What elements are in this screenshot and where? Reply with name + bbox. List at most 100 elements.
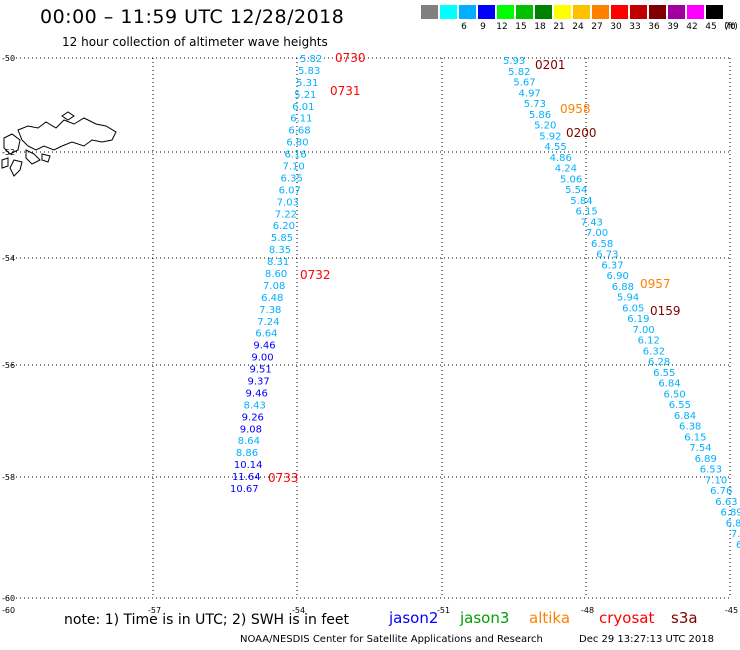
wave-height-value: 10.67: [230, 484, 259, 495]
wave-height-value: 5.85: [271, 233, 293, 244]
wave-height-value: 6.92: [736, 540, 740, 551]
color-swatch: [687, 5, 704, 19]
wave-height-value: 6.89: [720, 508, 740, 519]
color-swatch: [668, 5, 685, 19]
satellite-name: s3a: [671, 609, 698, 627]
pass-time-label: 0159: [650, 304, 681, 318]
color-scale-label: 24: [572, 22, 584, 32]
wave-height-value: 5.54: [565, 185, 587, 196]
wave-height-value: 6.12: [638, 336, 660, 347]
color-scale-label: 6: [461, 22, 467, 32]
color-swatch: [611, 5, 628, 19]
wave-height-value: 6.28: [648, 357, 670, 368]
wave-height-value: 7.08: [263, 281, 285, 292]
wave-height-value: 6.35: [281, 173, 303, 184]
wave-height-value: 7.22: [275, 209, 297, 220]
wave-height-value: 9.46: [253, 341, 275, 352]
corner-longitude-label: -60: [2, 606, 15, 615]
color-scale-label: 36: [648, 22, 660, 32]
wave-height-value: 6.20: [273, 221, 295, 232]
wave-height-value: 6.80: [286, 138, 308, 149]
wave-height-value: 5.83: [298, 66, 320, 77]
color-swatch: [535, 5, 552, 19]
wave-height-value: 5.73: [524, 99, 546, 110]
wave-height-value: 5.31: [296, 78, 318, 89]
wave-height-value: 5.82: [300, 54, 322, 65]
latitude-label: -54: [2, 254, 15, 263]
wave-height-value: 5.06: [560, 174, 582, 185]
wave-height-value: 6.64: [255, 329, 277, 340]
longitude-label: -51: [437, 606, 450, 615]
color-scale-label: 9: [480, 22, 486, 32]
wave-height-value: 6.38: [679, 422, 701, 433]
wave-height-value: 5.92: [539, 131, 561, 142]
wave-height-value: 5.94: [617, 293, 639, 304]
wave-height-value: 6.07: [279, 185, 301, 196]
wave-height-value: 6.11: [290, 114, 312, 125]
wave-height-value: 7.10: [283, 162, 305, 173]
wave-height-value: 6.68: [288, 126, 310, 137]
color-swatch: [630, 5, 647, 19]
wave-height-value: 5.21: [294, 90, 316, 101]
satellite-name: jason2: [389, 609, 439, 627]
wave-height-value: 4.24: [555, 164, 577, 175]
wave-height-value: 5.20: [534, 121, 556, 132]
wave-height-value: 9.46: [246, 388, 268, 399]
wave-height-value: 6.50: [664, 389, 686, 400]
color-scale-label: 42: [686, 22, 698, 32]
pass-time-label: 0958: [560, 102, 591, 116]
wave-height-value: 7.24: [257, 317, 279, 328]
wave-height-value: 7.10: [705, 475, 727, 486]
wave-height-value: 6.89: [695, 454, 717, 465]
wave-height-value: 6.16: [284, 150, 306, 161]
wave-height-value: 11.64: [232, 472, 261, 483]
pass-time-label: 0732: [300, 268, 331, 282]
pass-time-label: 0200: [566, 126, 597, 140]
wave-height-value: 5.86: [529, 110, 551, 121]
latitude-label: -58: [2, 473, 15, 482]
wave-height-value: 6.76: [710, 486, 732, 497]
color-scale-label: 39: [667, 22, 679, 32]
color-swatch: [592, 5, 609, 19]
wave-height-value: 6.55: [669, 400, 691, 411]
latitude-label: -60: [2, 594, 15, 603]
wave-height-value: 5.67: [513, 78, 535, 89]
units-note: note: 1) Time is in UTC; 2) SWH is in fe…: [64, 612, 350, 628]
latitude-label: -50: [2, 54, 15, 63]
generation-timestamp: Dec 29 13:27:13 UTC 2018: [579, 634, 714, 645]
color-scale-label: 18: [534, 22, 546, 32]
color-swatch: [516, 5, 533, 19]
wave-height-value: 6.63: [715, 497, 737, 508]
wave-height-value: 7.43: [581, 217, 603, 228]
wave-height-value: 9.37: [248, 377, 270, 388]
latitude-label: -52: [2, 148, 15, 157]
wave-height-value: 5.84: [570, 196, 592, 207]
wave-height-value: 9.51: [249, 365, 271, 376]
wave-height-value: 6.90: [607, 271, 629, 282]
color-scale-unit: (ft): [724, 22, 738, 32]
longitude-label: -54: [292, 606, 305, 615]
color-scale-label: 27: [591, 22, 603, 32]
wave-height-value: 6.53: [700, 465, 722, 476]
color-swatch: [554, 5, 571, 19]
pass-time-label: 0730: [335, 51, 366, 65]
wave-height-value: 6.73: [596, 250, 618, 261]
satellite-name: altika: [529, 609, 571, 627]
wave-height-value: 8.31: [267, 257, 289, 268]
wave-height-value: 6.55: [653, 368, 675, 379]
wave-height-value: 6.01: [292, 102, 314, 113]
wave-height-value: 8.35: [269, 245, 291, 256]
wave-height-value: 4.97: [519, 88, 541, 99]
pass-time-label: 0201: [535, 58, 566, 72]
color-scale-label: 33: [629, 22, 641, 32]
color-scale-label: 12: [496, 22, 508, 32]
wave-height-value: 8.86: [236, 448, 258, 459]
pass-time-label: 0733: [268, 471, 299, 485]
wave-height-value: 6.32: [643, 346, 665, 357]
color-swatch: [573, 5, 590, 19]
longitude-label: -48: [581, 606, 594, 615]
falkland-islands-coastline: [1, 111, 117, 177]
wave-height-value: 6.84: [674, 411, 696, 422]
page-subtitle: 12 hour collection of altimeter wave hei…: [62, 35, 328, 49]
